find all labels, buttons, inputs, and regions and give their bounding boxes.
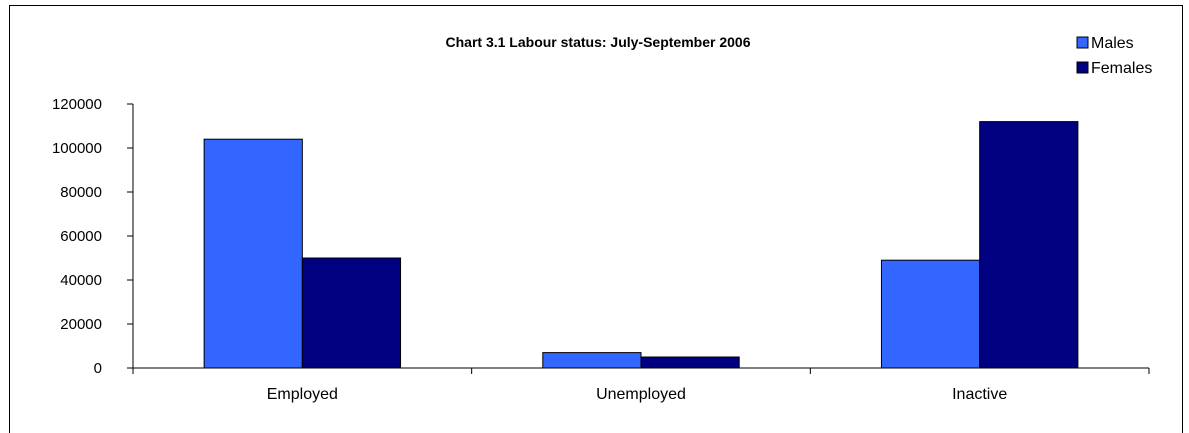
chart-title: Chart 3.1 Labour status: July-September … <box>446 34 751 50</box>
legend-label: Females <box>1091 60 1152 77</box>
bar-males-employed <box>203 138 303 369</box>
bar-females-inactive <box>979 121 1079 369</box>
legend-label: Males <box>1091 35 1134 52</box>
legend: Males Females <box>1076 35 1152 77</box>
y-tick-label: 60000 <box>60 228 102 245</box>
x-category-label: Unemployed <box>596 386 686 403</box>
y-tick-label: 120000 <box>52 96 102 113</box>
x-category-label: Inactive <box>952 386 1007 403</box>
x-category-label: Employed <box>267 386 338 403</box>
y-tick-label: 100000 <box>52 140 102 157</box>
y-tick-label: 40000 <box>60 272 102 289</box>
bar-females-unemployed <box>640 356 740 369</box>
y-tick-label: 0 <box>94 360 102 377</box>
x-axis: Employed Unemployed Inactive <box>127 367 1150 403</box>
legend-swatch <box>1076 61 1089 74</box>
y-axis: 0 20000 40000 60000 80000 100000 120000 <box>52 96 134 377</box>
legend-swatch <box>1076 36 1089 49</box>
bar-males-unemployed <box>542 352 642 369</box>
bar-females-employed <box>301 257 402 369</box>
y-tick-label: 20000 <box>60 316 102 333</box>
bars <box>203 121 1079 369</box>
bar-males-inactive <box>880 259 981 369</box>
y-tick-label: 80000 <box>60 184 102 201</box>
